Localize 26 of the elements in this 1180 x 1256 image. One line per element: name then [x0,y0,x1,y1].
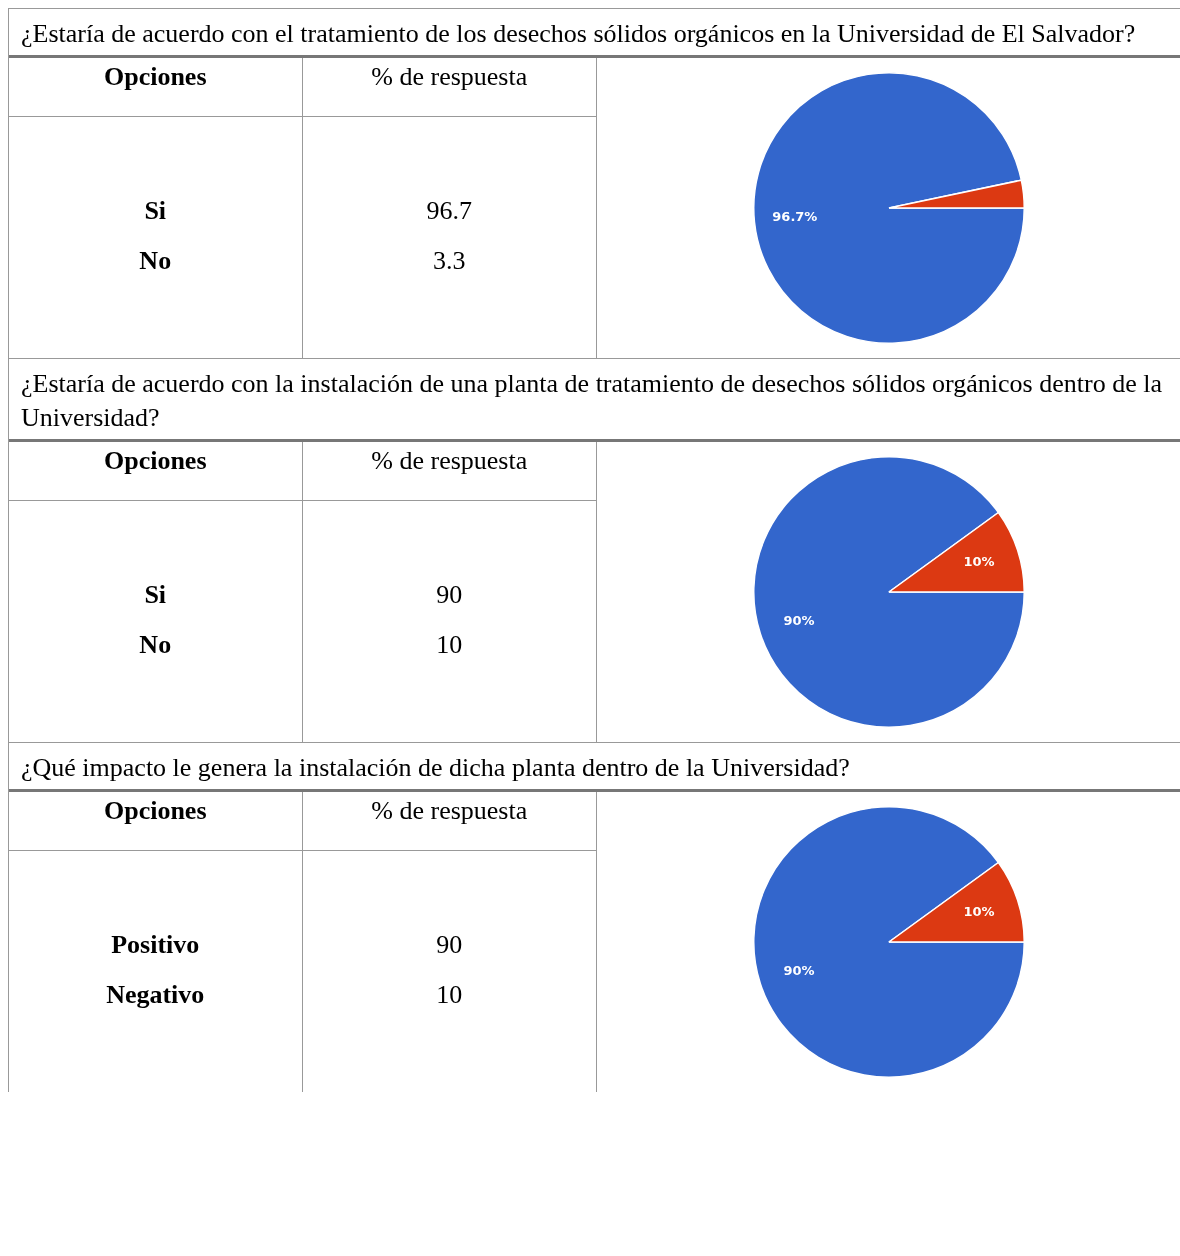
data-label: 10 [436,979,463,1011]
data-label: 3.3 [433,245,466,277]
data-label: 96.7 [426,195,472,227]
text: % de respuesta [302,792,597,850]
data-label: 90 [436,929,463,961]
data-label: 90% [782,962,815,978]
data-label: 90 [436,579,463,611]
data-label: 96.7% [771,209,817,225]
text: ¿Qué impacto le genera la instalación de dicha planta dentro de la Universidad? [9,742,1180,792]
text: ¿Estaría de acuerdo con el tratamiento de los desechos sólidos orgánicos en la Universidad de El Salvador? [9,8,1180,58]
text: % de respuesta [302,442,597,500]
text: % de respuesta [302,58,597,116]
category-label: No [139,245,172,277]
data-label: 10% [962,554,995,570]
category-label: Si [144,195,167,227]
data-label: 10% [962,904,995,920]
category-label: Positivo [111,929,200,961]
text: Opciones [9,792,303,850]
text: ¿Estaría de acuerdo con la instalación de una planta de tratamiento de desechos sólidos orgánicos dentro de la Universidad? [9,358,1180,442]
data-label: 90% [782,612,815,628]
text: Opciones [9,442,303,500]
category-label: Si [144,579,167,611]
data-label: 10 [436,629,463,661]
category-label: No [139,629,172,661]
text: Opciones [9,58,303,116]
category-label: Negativo [106,979,205,1011]
